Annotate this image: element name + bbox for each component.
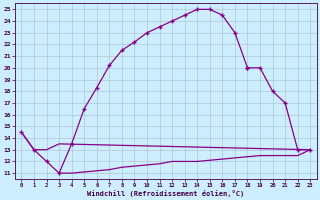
- X-axis label: Windchill (Refroidissement éolien,°C): Windchill (Refroidissement éolien,°C): [87, 190, 244, 197]
